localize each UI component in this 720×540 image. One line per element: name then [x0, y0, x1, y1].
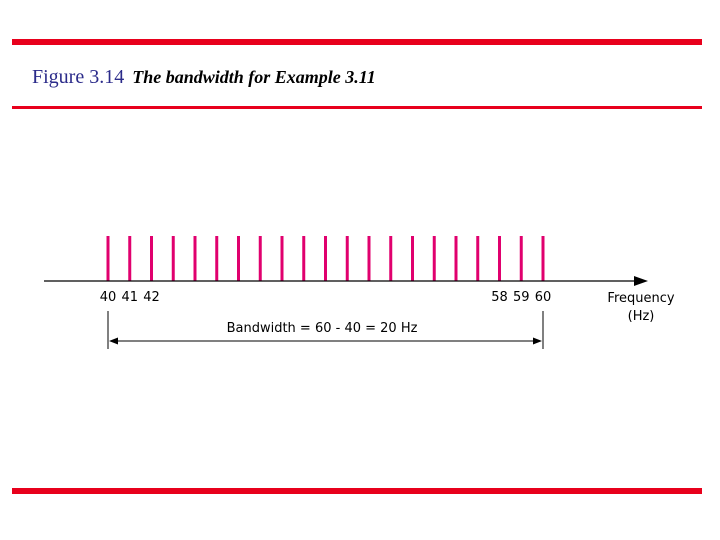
tick-label: 60 — [535, 290, 552, 305]
frequency-spikes — [106, 236, 545, 281]
figure-number: Figure 3.14 — [32, 66, 125, 88]
tick-label: 59 — [513, 290, 530, 305]
axis-label-unit: (Hz) — [628, 309, 655, 324]
title-underline-rule — [12, 106, 702, 109]
bandwidth-left-arrow — [109, 337, 118, 345]
top-red-rule — [12, 39, 702, 45]
tick-label: 41 — [121, 290, 138, 305]
tick-label: 40 — [100, 290, 117, 305]
figure-title: Figure 3.14 The bandwidth for Example 3.1… — [32, 66, 376, 89]
figure-caption: The bandwidth for Example 3.11 — [132, 67, 376, 87]
axis-label-frequency: Frequency — [607, 291, 674, 306]
bottom-red-rule — [12, 488, 702, 494]
axis-arrowhead — [634, 276, 648, 286]
bandwidth-right-arrow — [533, 337, 542, 345]
tick-label: 58 — [491, 290, 508, 305]
tick-label: 42 — [143, 290, 160, 305]
bandwidth-label: Bandwidth = 60 - 40 = 20 Hz — [227, 321, 418, 336]
tick-labels: 40 41 42 58 59 60 — [100, 290, 552, 305]
